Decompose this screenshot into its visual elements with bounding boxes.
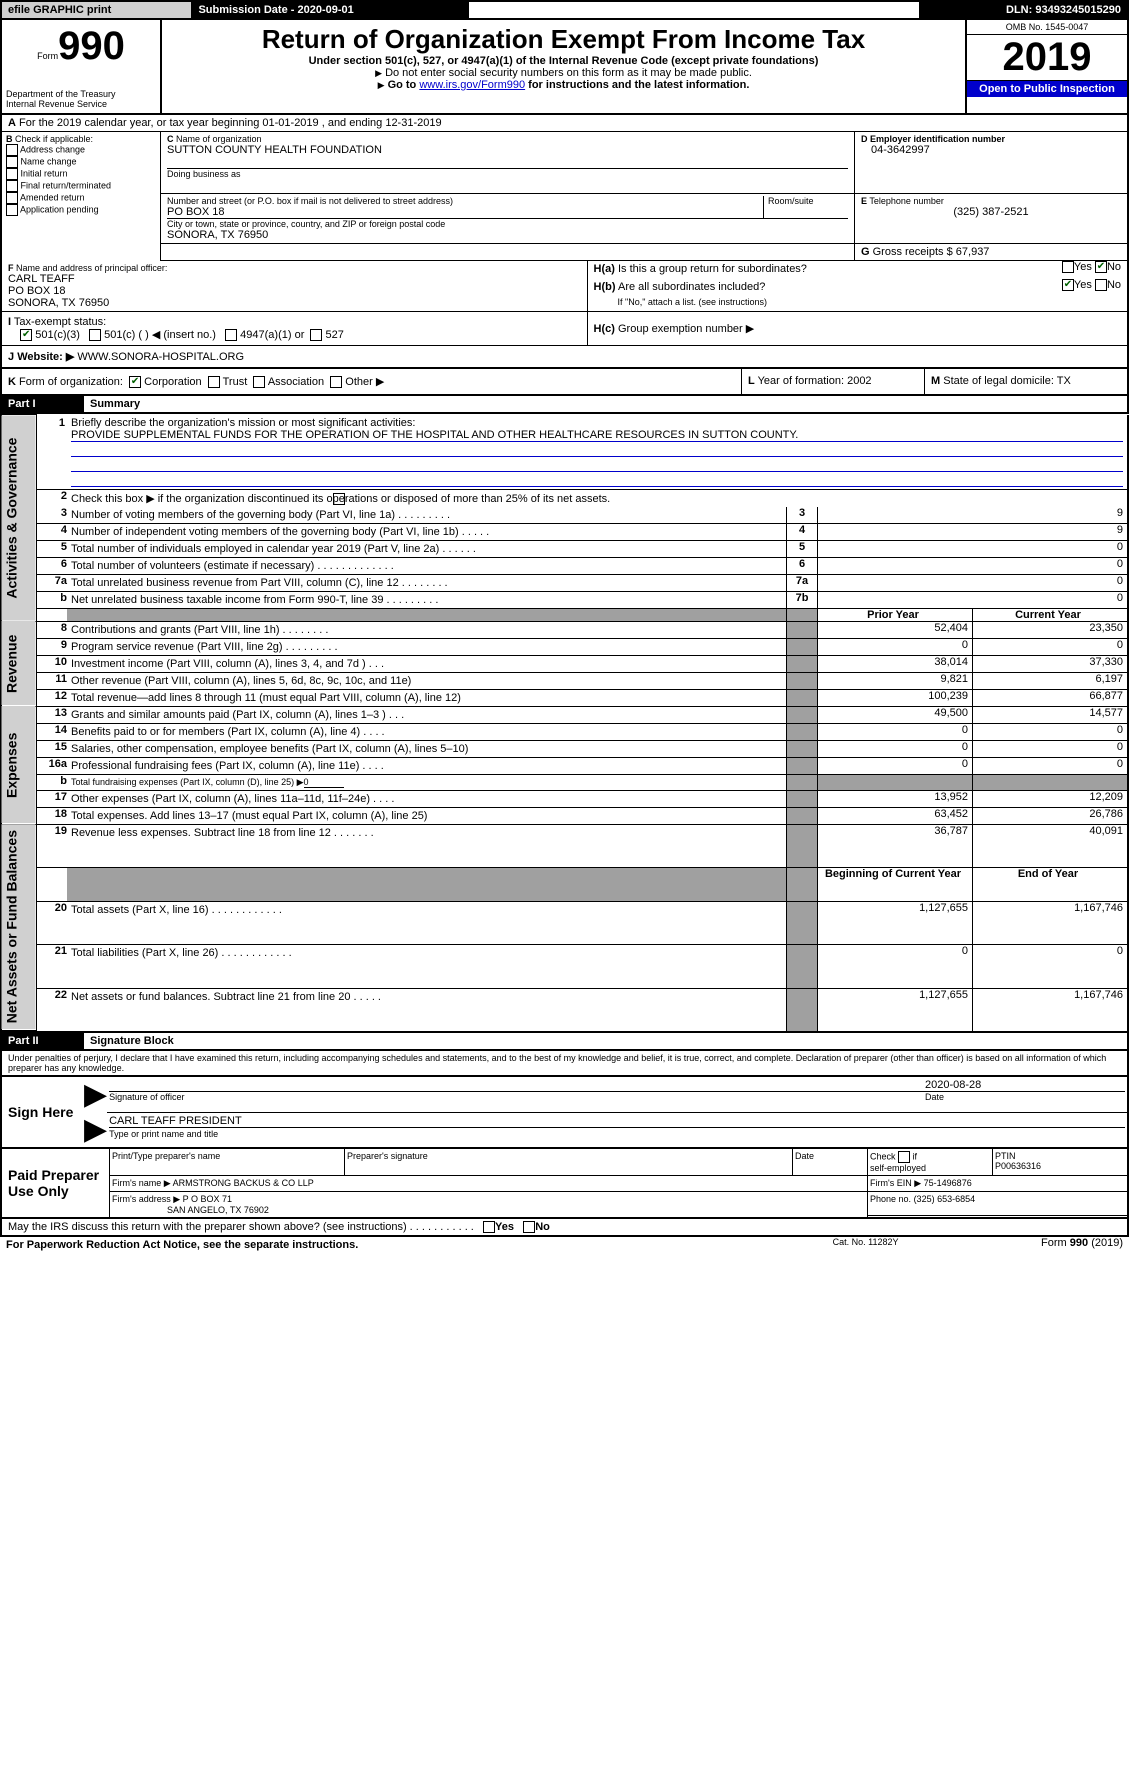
side-revenue: Revenue (1, 621, 37, 706)
addr-change-checkbox[interactable] (6, 144, 18, 156)
cat-no: Cat. No. 11282Y (794, 1237, 938, 1253)
org-name: SUTTON COUNTY HEALTH FOUNDATION (167, 144, 848, 156)
tax-year: 2019 (967, 35, 1127, 80)
footer: For Paperwork Reduction Act Notice, see … (0, 1237, 1129, 1253)
tax-year-line: For the 2019 calendar year, or tax year … (19, 117, 442, 129)
ha-yes-checkbox[interactable] (1062, 261, 1074, 273)
year-formation-label: Year of formation: (758, 375, 844, 387)
state: TX (1057, 375, 1071, 387)
addr-label: Number and street (or P.O. box if mail i… (167, 196, 763, 206)
year-formation: 2002 (847, 375, 871, 387)
app-pending-checkbox[interactable] (6, 204, 18, 216)
hb-label: Are all subordinates included? (618, 281, 765, 293)
ssn-warning: Do not enter social security numbers on … (385, 67, 752, 79)
officer-addr2: SONORA, TX 76950 (8, 297, 581, 309)
part1-subtitle: Summary (84, 396, 1128, 413)
dln: DLN: 93493245015290 (919, 1, 1128, 19)
initial-return-checkbox[interactable] (6, 168, 18, 180)
preparer-block: Paid Preparer Use Only Print/Type prepar… (0, 1149, 1129, 1219)
gross-label: Gross receipts $ (873, 246, 953, 258)
top-bar: efile GRAPHIC print Submission Date - 20… (0, 0, 1129, 20)
ha-no-checkbox[interactable] (1095, 261, 1107, 273)
form-word: Form (37, 51, 58, 61)
name-label: Name of organization (176, 134, 262, 144)
dept-label: Department of the Treasury Internal Reve… (6, 89, 156, 109)
officer-addr1: PO BOX 18 (8, 285, 581, 297)
open-public: Open to Public Inspection (967, 80, 1127, 97)
form-subtitle: Under section 501(c), 527, or 4947(a)(1)… (166, 55, 961, 67)
discuss-no-checkbox[interactable] (523, 1221, 535, 1233)
tax-exempt-label: Tax-exempt status: (14, 316, 106, 328)
name-title-label: Type or print name and title (109, 1129, 218, 1139)
date-label: Date (925, 1091, 1125, 1102)
sign-here: Sign Here (8, 1104, 73, 1120)
city-label: City or town, state or province, country… (167, 219, 848, 229)
pra-notice: For Paperwork Reduction Act Notice, see … (6, 1239, 358, 1251)
title-block: Form990 Department of the Treasury Inter… (0, 20, 1129, 115)
l1-label: Briefly describe the organization's miss… (71, 417, 415, 429)
officer-name: CARL TEAFF (8, 273, 581, 285)
ein: 04-3642997 (861, 144, 1121, 156)
l1-text: PROVIDE SUPPLEMENTAL FUNDS FOR THE OPERA… (71, 429, 1123, 442)
hb-yes-checkbox[interactable] (1062, 279, 1074, 291)
check-if-applicable: Check if applicable: (15, 134, 93, 144)
phone: (325) 387-2521 (861, 206, 1121, 218)
discuss-label: May the IRS discuss this return with the… (8, 1221, 474, 1233)
form-title: Return of Organization Exempt From Incom… (166, 24, 961, 55)
website-label: Website: ▶ (17, 351, 74, 363)
side-netassets: Net Assets or Fund Balances (1, 824, 37, 1030)
phone-label: Telephone number (869, 196, 944, 206)
omb: OMB No. 1545-0047 (967, 20, 1127, 35)
part2-subtitle: Signature Block (84, 1032, 1128, 1050)
ein-label: Employer identification number (870, 134, 1005, 144)
officer-label: Name and address of principal officer: (16, 263, 167, 273)
paid-preparer: Paid Preparer Use Only (8, 1167, 99, 1199)
sig-officer-label: Signature of officer (109, 1091, 925, 1102)
form-footer: Form 990 (2019) (937, 1237, 1129, 1253)
part1-title: Part I (1, 396, 84, 413)
submission-date: Submission Date - 2020-09-01 (192, 1, 468, 19)
discuss-yes-checkbox[interactable] (483, 1221, 495, 1233)
hb-note: If "No," attach a list. (see instruction… (587, 297, 1128, 311)
ha-label: Is this a group return for subordinates? (618, 263, 807, 275)
ptin: P00636316 (995, 1161, 1041, 1171)
corp-checkbox[interactable] (129, 376, 141, 388)
firm-name: ARMSTRONG BACKUS & CO LLP (173, 1178, 314, 1188)
entity-block: B Check if applicable: Address change Na… (0, 132, 1129, 261)
side-activities: Activities & Governance (1, 415, 37, 622)
side-expenses: Expenses (1, 706, 37, 824)
goto-tail: for instructions and the latest informat… (525, 79, 749, 91)
form-org-label: Form of organization: (19, 376, 123, 388)
website[interactable]: WWW.SONORA-HOSPITAL.ORG (77, 351, 244, 363)
sign-block: Sign Here ▶ Signature of officer 2020-08… (0, 1075, 1129, 1149)
room-label: Room/suite (768, 196, 848, 206)
state-label: State of legal domicile: (943, 375, 1054, 387)
form-number: 990 (58, 24, 125, 68)
gross-receipts: 67,937 (956, 246, 990, 258)
firm-addr1: P O BOX 71 (183, 1194, 232, 1204)
final-return-checkbox[interactable] (6, 180, 18, 192)
efile-label[interactable]: efile GRAPHIC print (1, 1, 192, 19)
sig-date: 2020-08-28 (925, 1079, 981, 1091)
firm-phone: (325) 653-6854 (914, 1194, 976, 1204)
name-change-checkbox[interactable] (6, 156, 18, 168)
instructions-link[interactable]: www.irs.gov/Form990 (419, 79, 525, 91)
officer-name-title: CARL TEAFF PRESIDENT (109, 1115, 1125, 1128)
firm-ein: 75-1496876 (924, 1178, 972, 1188)
amended-checkbox[interactable] (6, 192, 18, 204)
part2-title: Part II (1, 1032, 84, 1050)
perjury-decl: Under penalties of perjury, I declare th… (0, 1051, 1129, 1075)
501c3-checkbox[interactable] (20, 329, 32, 341)
goto-label: Go to (388, 79, 420, 91)
firm-addr2: SAN ANGELO, TX 76902 (167, 1205, 269, 1215)
part1-body: Activities & Governance 1 Briefly descri… (0, 414, 1129, 1031)
dba-label: Doing business as (167, 169, 848, 179)
city: SONORA, TX 76950 (167, 229, 848, 241)
addr: PO BOX 18 (167, 206, 763, 218)
hb-no-checkbox[interactable] (1095, 279, 1107, 291)
hc-label: Group exemption number ▶ (618, 323, 754, 335)
